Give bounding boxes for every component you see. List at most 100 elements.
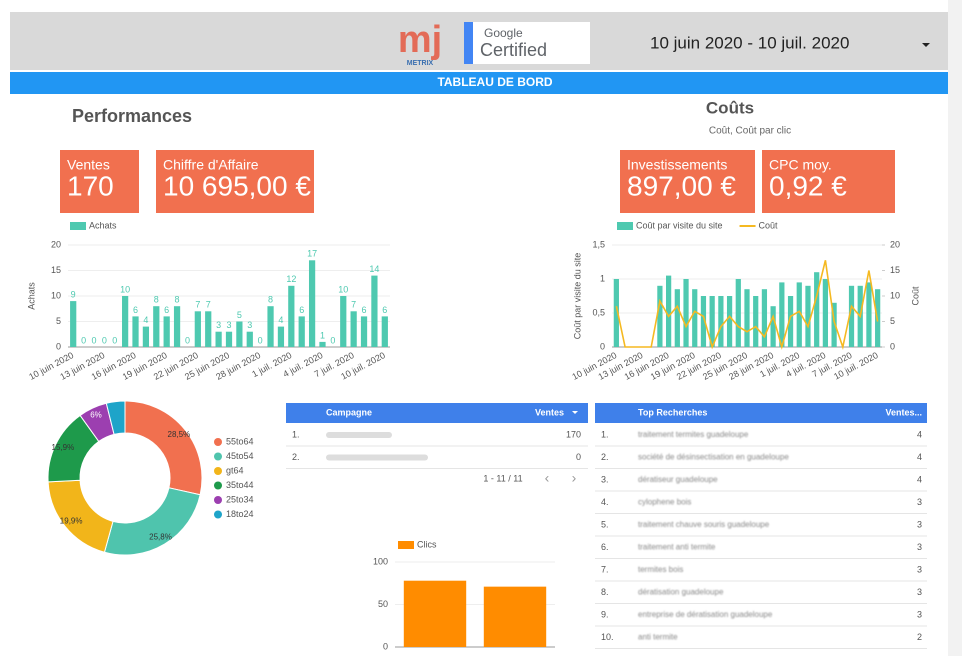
row-value: 3 [917,519,922,529]
search-term: anti termite [638,633,678,642]
data-label: 7 [195,300,200,310]
data-label: 3 [216,320,221,330]
blurred-name [326,432,392,438]
bar [805,285,811,347]
section-title: Performances [72,106,192,126]
y-tick-label: 0,5 [592,307,605,317]
row-value: 3 [917,542,922,552]
bar [132,316,139,347]
y-tick-label: 10 [51,290,61,300]
data-label: 5 [237,310,242,320]
kpi-value: 10 695,00 € [163,170,311,201]
data-label: 0 [330,335,335,345]
bar [205,311,212,347]
bar [194,311,201,347]
row-index: 10. [601,632,614,642]
y-tick-label: 20 [51,239,61,249]
row-value: 3 [917,564,922,574]
banner [10,72,948,94]
row-index: 4. [601,497,609,507]
row-value: 3 [917,497,922,507]
pie-slice [103,487,201,556]
bar [288,285,295,347]
next-page[interactable]: › [572,470,577,486]
bar [142,326,150,347]
kpi-value: 0,92 € [769,170,847,201]
bar [381,316,388,347]
row-index: 1. [292,429,300,439]
search-term: cylophene bois [638,498,691,507]
row-index: 7. [601,564,609,574]
column-header: Campagne [326,407,372,417]
legend-swatch [214,510,222,519]
bar [822,279,828,347]
data-label: 7 [351,300,356,310]
search-term: traitement anti termite [638,543,716,552]
y2-tick-label: 10 [890,290,900,300]
column-header[interactable]: Ventes [535,407,564,417]
legend-swatch [214,481,222,490]
column-header[interactable]: Ventes... [885,407,922,417]
kpi-value: 897,00 € [627,170,736,201]
search-term: société de désinsectisation en guadeloup… [638,453,789,462]
bar [787,296,794,347]
bar [674,289,680,347]
row-index: 2. [292,452,300,462]
slice-label: 25,8% [149,532,172,541]
kpi-card [156,150,314,213]
bar [657,285,663,347]
legend-label: 55to64 [226,436,254,446]
data-label: 0 [112,335,117,345]
bar [613,279,619,347]
y-tick-label: 1 [600,273,605,283]
legend-label: Clics [417,539,437,549]
legend-label: 35to44 [226,480,254,490]
dropdown-icon[interactable] [922,43,930,47]
row-value: 3 [917,587,922,597]
search-term: traitement termites guadeloupe [638,430,749,439]
y2-tick-label: 0 [890,341,895,351]
row-index: 3. [601,474,609,484]
bar [298,316,305,347]
legend-label: Achats [89,220,117,230]
kpi-label: Investissements [627,157,727,173]
scrollbar [948,0,962,656]
kpi-card [620,150,755,213]
kpi-card [762,150,895,213]
data-label: 6 [133,305,138,315]
search-term: termites bois [638,565,683,574]
row-value: 4 [917,474,922,484]
bar [215,331,222,347]
y2-tick-label: 15 [890,265,900,275]
search-term: entreprise de dératisation guadeloupe [638,610,773,619]
row-index: 5. [601,519,609,529]
y-tick-label: 1,5 [592,239,605,249]
banner-title: TABLEAU DE BORD [437,75,552,89]
bar [308,260,316,347]
prev-page[interactable]: ‹ [545,470,550,486]
row-index: 6. [601,542,609,552]
data-label: 4 [278,315,283,325]
data-label: 0 [258,335,263,345]
data-label: 8 [268,295,273,305]
legend-label: 18to24 [226,509,254,519]
section-title: Coûts [706,98,754,117]
data-label: 14 [369,264,379,274]
date-range[interactable]: 10 juin 2020 - 10 juil. 2020 [650,33,849,52]
y-tick-label: 5 [56,316,61,326]
pie-slice [124,400,203,496]
data-label: 0 [91,335,96,345]
data-label: 4 [143,315,148,325]
legend-label: 25to34 [226,494,254,504]
bar [360,316,368,347]
legend-label: 45to54 [226,451,254,461]
kpi-label: CPC moy. [769,157,832,173]
y2-tick-label: 5 [890,316,895,326]
sort-icon[interactable] [572,411,578,414]
column-header: Top Recherches [638,407,707,417]
bar [866,282,872,347]
legend-label: Coût [759,220,779,230]
bar [831,302,837,347]
blurred-name [326,454,428,461]
badge [464,22,590,64]
